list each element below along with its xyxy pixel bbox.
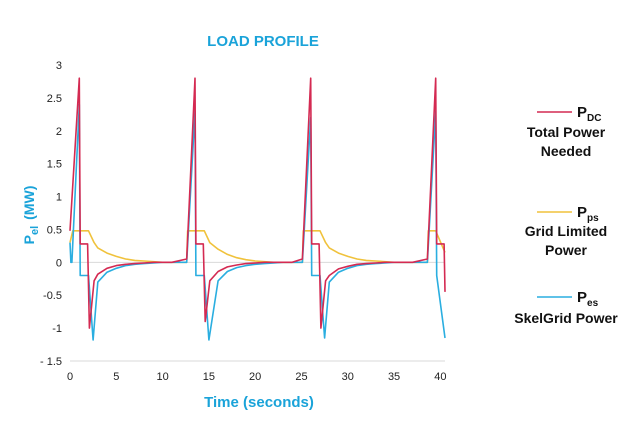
legend-desc-es: SkelGrid Power (514, 310, 618, 326)
legend-symbol-ps: Pps (577, 204, 599, 224)
y-tick-label: - 1.5 (40, 356, 62, 368)
x-tick-label: 15 (203, 371, 215, 383)
y-axis-label-sub: el (29, 226, 41, 235)
y-axis-label-unit: (MW) (21, 186, 37, 220)
series-line-dc (69, 77, 446, 329)
y-tick-label: 3 (56, 60, 62, 72)
x-tick-label: 30 (342, 371, 354, 383)
legend-symbol-dc: PDC (577, 104, 601, 124)
y-tick-label: -1 (52, 323, 62, 335)
legend-desc-dc: Needed (541, 143, 592, 159)
x-tick-label: 10 (156, 371, 168, 383)
legend-symbol-es: Pes (577, 289, 599, 309)
y-axis-label: Pel (MW) (21, 186, 41, 245)
plot-series (69, 77, 446, 341)
y-tick-label: 2 (56, 126, 62, 138)
x-tick-label: 25 (295, 371, 307, 383)
chart-title: LOAD PROFILE (207, 33, 319, 50)
y-tick-label: 0.5 (47, 224, 62, 236)
x-tick-label: 0 (67, 371, 73, 383)
x-tick-label: 5 (113, 371, 119, 383)
series-line-es (69, 103, 446, 341)
y-axis-label-symbol: P (21, 235, 37, 244)
y-tick-label: 2.5 (47, 93, 62, 105)
x-tick-label: 20 (249, 371, 261, 383)
legend-desc-dc: Total Power (527, 124, 606, 140)
x-tick-label: 35 (388, 371, 400, 383)
y-tick-label: 1.5 (47, 159, 62, 171)
y-tick-label: 1 (56, 192, 62, 204)
plot-axes: 0 5 10 15 20 25 30 35 40 - 1.5 -1 -0.5 0 0.5 1 1.5 2 2.5 3 (40, 60, 447, 383)
x-tick-label: 40 (434, 371, 446, 383)
x-axis-label: Time (seconds) (204, 394, 314, 411)
legend-desc-ps: Power (545, 242, 588, 258)
legend-desc-ps: Grid Limited (525, 223, 607, 239)
series-line-ps (69, 230, 446, 264)
y-tick-label: -0.5 (43, 290, 62, 302)
y-tick-label: 0 (56, 257, 62, 269)
